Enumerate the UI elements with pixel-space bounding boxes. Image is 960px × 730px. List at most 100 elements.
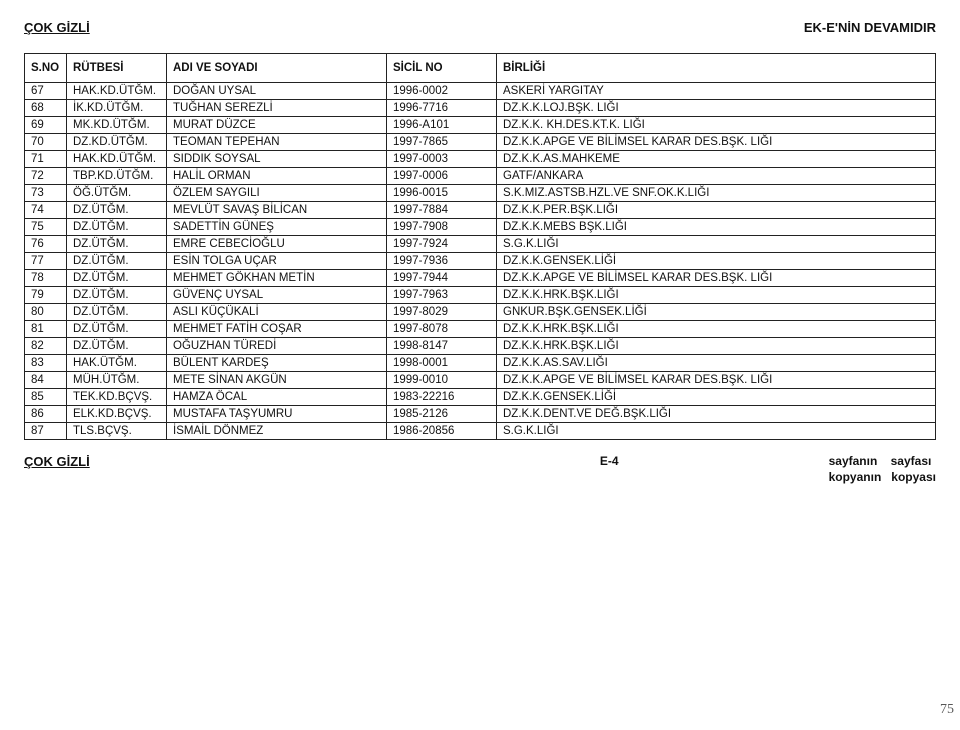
side-page-number: 75: [940, 702, 954, 718]
meta-2b: kopyası: [891, 470, 936, 484]
table-row: 67HAK.KD.ÜTĞM.DOĞAN UYSAL1996-0002ASKERİ…: [25, 83, 936, 100]
cell-name: MEHMET FATİH COŞAR: [167, 321, 387, 338]
cell-unit: DZ.K.K.GENSEK.LİĞİ: [497, 253, 936, 270]
cell-unit: DZ.K.K.GENSEK.LİĞİ: [497, 389, 936, 406]
cell-sno: 84: [25, 372, 67, 389]
cell-unit: S.G.K.LIĞI: [497, 423, 936, 440]
cell-name: MUSTAFA TAŞYUMRU: [167, 406, 387, 423]
table-row: 86ELK.KD.BÇVŞ.MUSTAFA TAŞYUMRU1985-2126D…: [25, 406, 936, 423]
cell-sicil: 1999-0010: [387, 372, 497, 389]
cell-unit: DZ.K.K.LOJ.BŞK. LIĞI: [497, 100, 936, 117]
cell-sicil: 1983-22216: [387, 389, 497, 406]
personnel-table: S.NO RÜTBESİ ADI VE SOYADI SİCİL NO BİRL…: [24, 53, 936, 440]
cell-name: METE SİNAN AKGÜN: [167, 372, 387, 389]
cell-sno: 71: [25, 151, 67, 168]
cell-name: GÜVENÇ UYSAL: [167, 287, 387, 304]
cell-rank: MÜH.ÜTĞM.: [67, 372, 167, 389]
cell-sno: 70: [25, 134, 67, 151]
cell-name: MEVLÜT SAVAŞ BİLİCAN: [167, 202, 387, 219]
cell-sicil: 1996-7716: [387, 100, 497, 117]
cell-sno: 68: [25, 100, 67, 117]
cell-rank: DZ.ÜTĞM.: [67, 321, 167, 338]
table-row: 83HAK.ÜTĞM.BÜLENT KARDEŞ1998-0001DZ.K.K.…: [25, 355, 936, 372]
cell-sno: 77: [25, 253, 67, 270]
cell-rank: İK.KD.ÜTĞM.: [67, 100, 167, 117]
table-row: 79DZ.ÜTĞM.GÜVENÇ UYSAL1997-7963DZ.K.K.HR…: [25, 287, 936, 304]
cell-sicil: 1996-0002: [387, 83, 497, 100]
table-row: 80DZ.ÜTĞM.ASLI KÜÇÜKALİ1997-8029GNKUR.BŞ…: [25, 304, 936, 321]
cell-rank: DZ.ÜTĞM.: [67, 202, 167, 219]
cell-unit: DZ.K.K.HRK.BŞK.LIĞI: [497, 338, 936, 355]
cell-unit: DZ.K.K.AS.SAV.LIĞI: [497, 355, 936, 372]
cell-unit: DZ.K.K.APGE VE BİLİMSEL KARAR DES.BŞK. L…: [497, 134, 936, 151]
cell-rank: DZ.ÜTĞM.: [67, 236, 167, 253]
cell-sno: 80: [25, 304, 67, 321]
cell-sicil: 1997-7924: [387, 236, 497, 253]
cell-rank: TBP.KD.ÜTĞM.: [67, 168, 167, 185]
cell-sno: 72: [25, 168, 67, 185]
table-row: 85TEK.KD.BÇVŞ.HAMZA ÖCAL1983-22216DZ.K.K…: [25, 389, 936, 406]
cell-name: ÖZLEM SAYGILI: [167, 185, 387, 202]
col-name: ADI VE SOYADI: [167, 54, 387, 83]
continuation-label: EK-E'NİN DEVAMIDIR: [804, 20, 936, 35]
cell-sicil: 1997-8029: [387, 304, 497, 321]
cell-sicil: 1997-7865: [387, 134, 497, 151]
table-row: 75DZ.ÜTĞM.SADETTİN GÜNEŞ1997-7908DZ.K.K.…: [25, 219, 936, 236]
cell-unit: DZ.K.K.APGE VE BİLİMSEL KARAR DES.BŞK. L…: [497, 372, 936, 389]
cell-sicil: 1997-0006: [387, 168, 497, 185]
cell-unit: DZ.K.K. KH.DES.KT.K. LIĞI: [497, 117, 936, 134]
table-row: 71HAK.KD.ÜTĞM.SIDDIK SOYSAL1997-0003DZ.K…: [25, 151, 936, 168]
cell-sno: 87: [25, 423, 67, 440]
table-row: 76DZ.ÜTĞM.EMRE CEBECİOĞLU1997-7924S.G.K.…: [25, 236, 936, 253]
cell-sno: 74: [25, 202, 67, 219]
page-code: E-4: [600, 454, 619, 468]
col-unit: BİRLİĞİ: [497, 54, 936, 83]
cell-rank: DZ.ÜTĞM.: [67, 304, 167, 321]
table-row: 77DZ.ÜTĞM.ESİN TOLGA UÇAR1997-7936DZ.K.K…: [25, 253, 936, 270]
cell-rank: MK.KD.ÜTĞM.: [67, 117, 167, 134]
table-row: 72TBP.KD.ÜTĞM.HALİL ORMAN1997-0006GATF/A…: [25, 168, 936, 185]
classification-top: ÇOK GİZLİ: [24, 20, 90, 35]
meta-2a: kopyanın: [829, 470, 882, 484]
cell-unit: DZ.K.K.PER.BŞK.LIĞI: [497, 202, 936, 219]
col-rank: RÜTBESİ: [67, 54, 167, 83]
cell-rank: TLS.BÇVŞ.: [67, 423, 167, 440]
table-row: 84MÜH.ÜTĞM.METE SİNAN AKGÜN1999-0010DZ.K…: [25, 372, 936, 389]
cell-sicil: 1985-2126: [387, 406, 497, 423]
cell-name: HALİL ORMAN: [167, 168, 387, 185]
cell-sno: 78: [25, 270, 67, 287]
cell-rank: HAK.KD.ÜTĞM.: [67, 151, 167, 168]
cell-sicil: 1986-20856: [387, 423, 497, 440]
cell-name: TEOMAN TEPEHAN: [167, 134, 387, 151]
table-header: S.NO RÜTBESİ ADI VE SOYADI SİCİL NO BİRL…: [25, 54, 936, 83]
cell-sno: 69: [25, 117, 67, 134]
cell-name: SIDDIK SOYSAL: [167, 151, 387, 168]
page-meta: sayfanın sayfası kopyanın kopyası: [829, 454, 936, 485]
cell-rank: DZ.ÜTĞM.: [67, 338, 167, 355]
meta-1a: sayfanın: [829, 454, 878, 468]
cell-unit: DZ.K.K.AS.MAHKEME: [497, 151, 936, 168]
cell-name: EMRE CEBECİOĞLU: [167, 236, 387, 253]
cell-unit: DZ.K.K.HRK.BŞK.LIĞI: [497, 321, 936, 338]
cell-sicil: 1996-A101: [387, 117, 497, 134]
cell-sno: 85: [25, 389, 67, 406]
table-row: 87TLS.BÇVŞ.İSMAİL DÖNMEZ1986-20856S.G.K.…: [25, 423, 936, 440]
cell-name: ASLI KÜÇÜKALİ: [167, 304, 387, 321]
cell-sicil: 1997-8078: [387, 321, 497, 338]
meta-1b: sayfası: [891, 454, 932, 468]
cell-name: BÜLENT KARDEŞ: [167, 355, 387, 372]
cell-rank: DZ.ÜTĞM.: [67, 219, 167, 236]
cell-unit: GATF/ANKARA: [497, 168, 936, 185]
cell-name: SADETTİN GÜNEŞ: [167, 219, 387, 236]
cell-unit: GNKUR.BŞK.GENSEK.LİĞİ: [497, 304, 936, 321]
cell-name: İSMAİL DÖNMEZ: [167, 423, 387, 440]
cell-unit: DZ.K.K.HRK.BŞK.LIĞI: [497, 287, 936, 304]
table-row: 82DZ.ÜTĞM.OĞUZHAN TÜREDİ1998-8147DZ.K.K.…: [25, 338, 936, 355]
cell-sicil: 1998-0001: [387, 355, 497, 372]
cell-rank: HAK.ÜTĞM.: [67, 355, 167, 372]
footer-row: ÇOK GİZLİ E-4 sayfanın sayfası kopyanın …: [24, 454, 936, 485]
table-row: 73ÖĞ.ÜTĞM.ÖZLEM SAYGILI1996-0015S.K.MIZ.…: [25, 185, 936, 202]
cell-sicil: 1997-0003: [387, 151, 497, 168]
cell-unit: S.G.K.LIĞI: [497, 236, 936, 253]
cell-sno: 81: [25, 321, 67, 338]
